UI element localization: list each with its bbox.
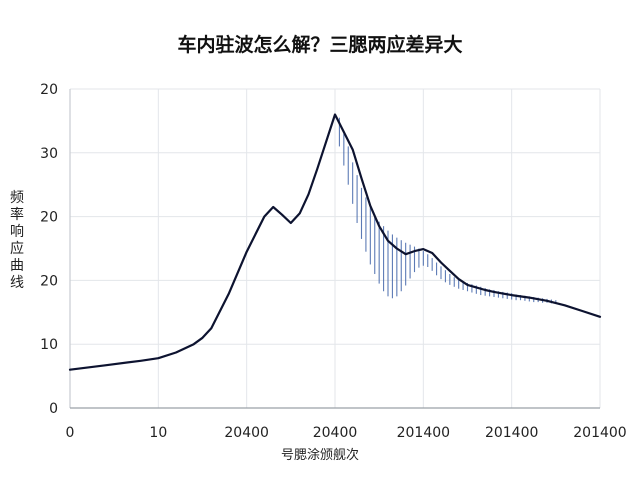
series-layer — [68, 113, 602, 371]
series-line-response — [68, 113, 602, 371]
axis-layer — [69, 89, 600, 409]
grid-layer — [70, 88, 601, 408]
oscillation-band — [338, 117, 557, 304]
y-tick-label: 20 — [40, 273, 58, 289]
chart-title: 车内驻波怎么解？三腮两应差异大 — [177, 34, 463, 56]
x-axis-label: 号腮涂颁舰次 — [280, 448, 359, 463]
y-tick-label: 10 — [40, 337, 58, 353]
y-tick-label: 30 — [40, 146, 58, 162]
y-tick-label: 20 — [40, 210, 58, 226]
x-tick-label: 10 — [149, 425, 167, 441]
x-tick-label: 201400 — [397, 425, 450, 441]
x-tick-label: 201400 — [485, 425, 538, 441]
x-tick-label: 0 — [66, 425, 75, 441]
x-tick-label: 201400 — [573, 425, 626, 441]
x-tick-label: 20400 — [313, 425, 358, 441]
x-tick-label: 20400 — [224, 425, 269, 441]
tick-labels: 0 10 20400 20400 201400 201400 201400 0 10 20 20 30… — [40, 82, 627, 441]
y-axis-label: 频率响应曲线 — [10, 190, 24, 291]
y-tick-label: 0 — [49, 401, 58, 417]
y-tick-label: 20 — [40, 82, 58, 98]
